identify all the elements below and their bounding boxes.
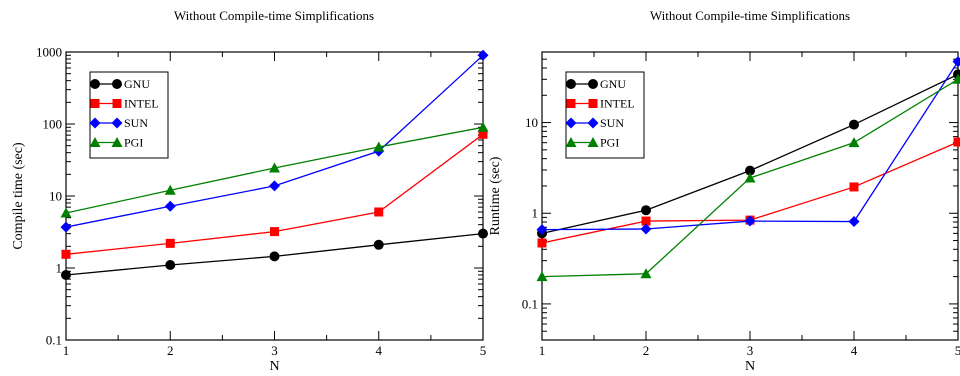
data-point-gnu: [165, 260, 176, 271]
legend-marker: [587, 117, 599, 129]
x-tick-label: 1: [63, 343, 70, 358]
data-point-gnu: [641, 205, 651, 216]
data-point-gnu: [745, 165, 755, 176]
x-tick-label: 4: [851, 343, 858, 358]
data-point-gnu: [478, 228, 488, 239]
legend-marker: [566, 79, 576, 89]
x-axis-label: N: [745, 359, 755, 374]
y-tick-label: 100: [43, 117, 63, 132]
data-point-sun: [744, 215, 756, 227]
data-point-pgi: [60, 207, 72, 218]
x-tick-label: 2: [643, 343, 650, 358]
x-tick-label: 4: [376, 343, 383, 358]
y-tick-label: 1: [56, 261, 63, 276]
legend: GNU INTEL SUN PGI: [565, 71, 645, 159]
y-tick-label: 10: [49, 189, 62, 204]
data-point-pgi: [848, 137, 860, 148]
data-point-pgi: [477, 121, 489, 132]
data-point-intel: [478, 129, 488, 139]
legend-label: SUN: [600, 116, 624, 130]
data-point-intel: [270, 227, 279, 237]
x-axis-label: N: [269, 359, 279, 374]
legend-marker: [111, 117, 123, 129]
chart-title: Without Compile-time Simplifications: [174, 8, 374, 23]
y-axis-label: Runtime (sec): [488, 156, 503, 235]
chart-1: Without Compile-time Simplifications0.11…: [11, 8, 489, 374]
legend-label: PGI: [600, 136, 619, 150]
data-point-intel: [641, 216, 651, 226]
legend-label: GNU: [600, 77, 626, 91]
x-tick-label: 5: [480, 343, 487, 358]
legend-marker: [588, 79, 598, 89]
data-point-sun: [952, 56, 960, 68]
data-point-sun: [269, 180, 280, 192]
legend-marker: [112, 79, 122, 89]
data-point-intel: [165, 238, 175, 248]
chart-title: Without Compile-time Simplifications: [650, 8, 850, 23]
data-point-gnu: [269, 251, 280, 262]
data-point-pgi: [952, 73, 960, 84]
data-point-pgi: [744, 172, 756, 183]
data-point-pgi: [640, 268, 652, 279]
data-point-sun: [848, 216, 860, 228]
y-tick-label: 1: [532, 206, 539, 221]
x-tick-label: 1: [539, 343, 546, 358]
data-point-sun: [477, 49, 489, 61]
x-tick-label: 3: [747, 343, 754, 358]
data-point-intel: [849, 182, 859, 192]
legend-label: SUN: [124, 116, 148, 130]
legend-marker: [565, 117, 577, 129]
legend-box: [565, 71, 645, 159]
data-point-intel: [537, 238, 547, 248]
legend-marker: [565, 137, 577, 147]
data-point-pgi: [269, 162, 280, 173]
legend-marker: [90, 99, 100, 108]
markers-group: [536, 56, 960, 282]
x-tick-label: 5: [955, 343, 960, 358]
legend-marker: [111, 137, 123, 147]
chart-2: Without Compile-time Simplifications 0.1 1…: [488, 8, 960, 374]
y-axis-label: Compile time (sec): [11, 142, 26, 250]
data-point-sun: [60, 221, 72, 233]
data-point-gnu: [849, 119, 859, 130]
x-tick-label: 2: [167, 343, 174, 358]
data-point-sun: [164, 200, 176, 212]
data-point-intel: [953, 137, 960, 147]
markers-group: [60, 49, 489, 280]
legend-marker: [587, 137, 599, 147]
legend-box: [89, 71, 169, 159]
data-point-pgi: [373, 141, 385, 152]
y-tick-label: 0.1: [522, 296, 538, 311]
legend-marker: [89, 117, 101, 129]
y-tick-label: 10: [525, 115, 538, 130]
legend-marker: [112, 99, 122, 108]
legend-marker: [588, 99, 598, 108]
legend-marker: [89, 137, 101, 147]
legend: GNU INTEL SUN PGI: [89, 71, 169, 159]
data-point-intel: [61, 249, 71, 259]
data-point-pgi: [536, 271, 548, 282]
legend-label: GNU: [124, 77, 150, 91]
data-point-intel: [374, 207, 384, 217]
y-tick-label: 0.1: [46, 333, 62, 348]
x-tick-label: 3: [271, 343, 278, 358]
data-point-gnu: [373, 239, 384, 250]
data-point-pgi: [164, 184, 176, 195]
data-point-gnu: [61, 269, 71, 280]
y-tick-label: 1000: [36, 45, 62, 60]
data-point-sun: [536, 224, 548, 236]
legend-marker: [90, 79, 100, 89]
data-point-sun: [640, 223, 652, 235]
legend-label: INTEL: [124, 97, 159, 111]
legend-label: PGI: [124, 136, 143, 150]
legend-marker: [566, 99, 576, 108]
legend-label: INTEL: [600, 97, 635, 111]
